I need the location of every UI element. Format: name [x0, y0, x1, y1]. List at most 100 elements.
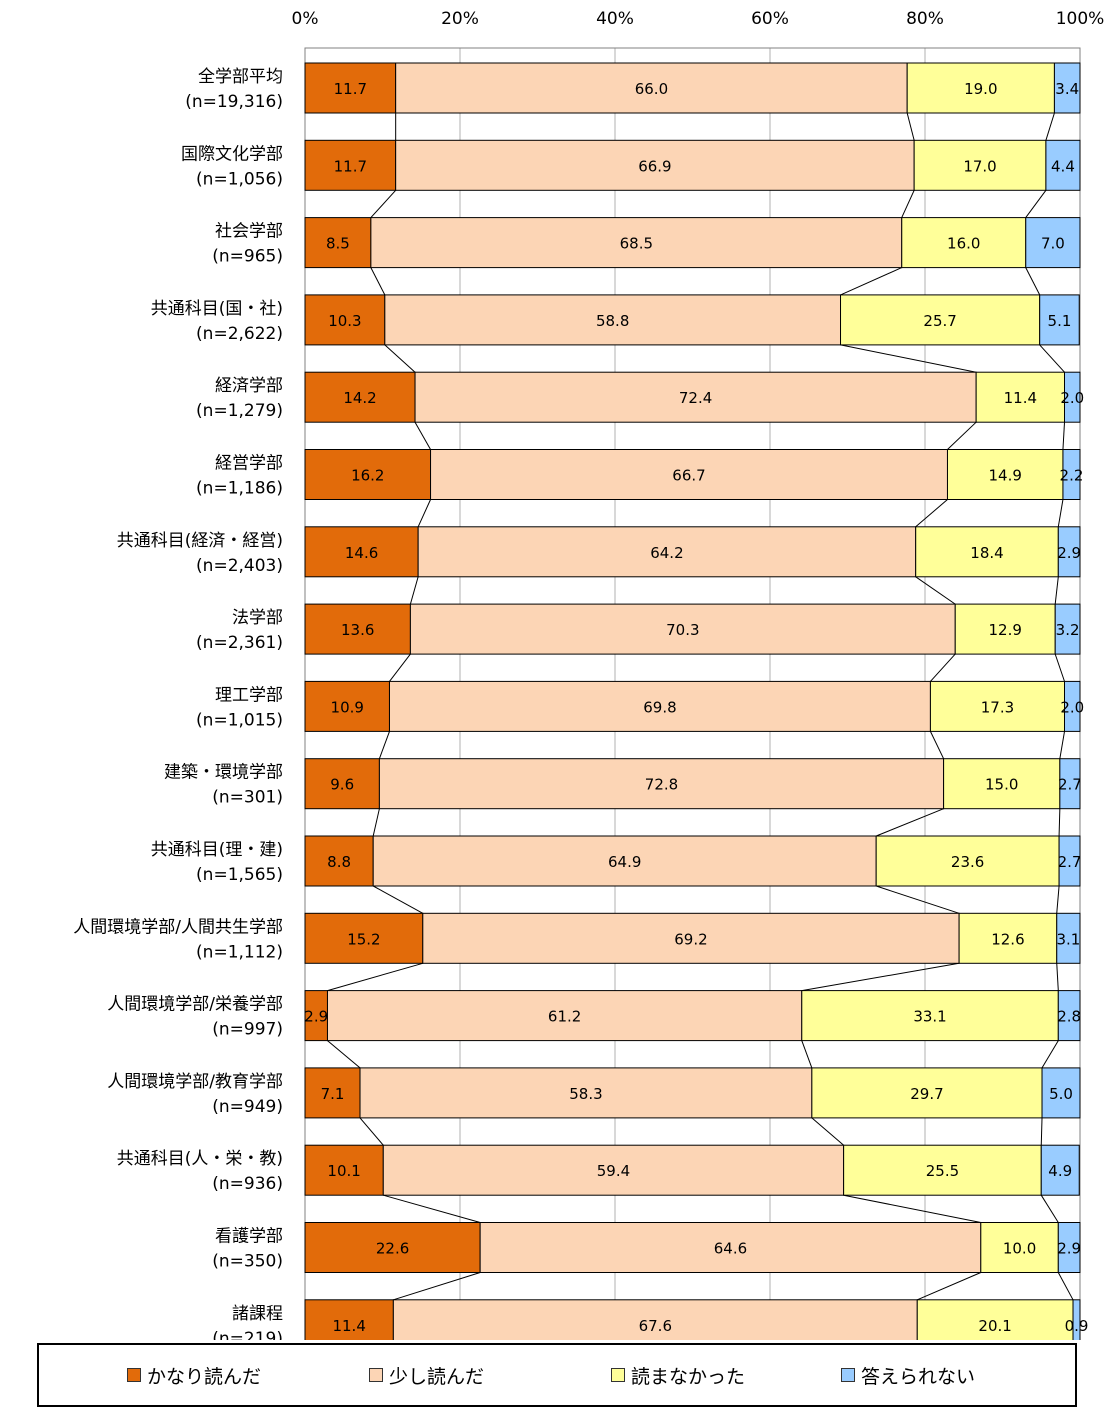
data-label: 10.3	[328, 312, 361, 330]
data-label: 15.2	[347, 930, 380, 948]
x-tick-label: 0%	[292, 9, 319, 29]
bar-segment	[916, 1299, 1074, 1340]
series-connector-line	[1056, 963, 1059, 991]
series-connector-line	[1040, 1117, 1043, 1146]
bar-segment	[414, 371, 977, 423]
series-connector-line	[930, 653, 956, 682]
data-label: 66.9	[638, 157, 671, 175]
data-label: 67.6	[639, 1317, 672, 1335]
data-label: 4.4	[1051, 157, 1075, 175]
x-tick-label: 80%	[906, 9, 944, 29]
series-connector-line	[801, 1040, 813, 1069]
category-label: 建築・環境学部	[164, 763, 283, 783]
bar-segment	[378, 758, 945, 810]
data-label: 66.0	[635, 80, 668, 98]
data-label: 72.4	[679, 389, 712, 407]
data-label: 7.1	[321, 1085, 345, 1103]
series-connector-line	[929, 731, 945, 759]
series-connector-line	[327, 962, 423, 992]
category-n-label: (n=2,403)	[196, 556, 283, 576]
series-connector-line	[1057, 499, 1064, 527]
series-connector-line	[1039, 344, 1065, 373]
category-n-label: (n=949)	[212, 1097, 283, 1117]
category-n-label: (n=19,316)	[185, 92, 283, 112]
data-label: 14.6	[345, 544, 378, 562]
category-n-label: (n=1,015)	[196, 710, 283, 730]
bar-segment	[1057, 526, 1081, 578]
data-label: 11.7	[334, 80, 367, 98]
data-label: 68.5	[620, 235, 653, 253]
bar-segment	[801, 990, 1059, 1042]
bar-segment	[875, 835, 1060, 887]
series-connector-line	[1045, 112, 1055, 141]
bar-segment	[370, 217, 903, 269]
series-connector-line	[843, 1194, 981, 1223]
data-label: 10.1	[327, 1162, 360, 1180]
category-label: 社会学部	[215, 222, 283, 242]
category-label: 経営学部	[215, 454, 283, 474]
series-connector-line	[1025, 190, 1047, 218]
data-label: 59.4	[597, 1162, 630, 1180]
category-label: 国際文化学部	[181, 144, 283, 164]
data-label: 2.2	[1060, 467, 1084, 485]
series-connector-line	[1057, 1272, 1074, 1301]
bar-segment	[1053, 62, 1081, 114]
data-label: 72.8	[645, 776, 678, 794]
bar-segment	[409, 603, 956, 655]
bar-segment	[304, 294, 386, 346]
bar-segment	[975, 371, 1066, 423]
data-label: 64.9	[608, 853, 641, 871]
bar-segment	[1040, 1144, 1080, 1196]
bar-segment	[943, 758, 1061, 810]
series-connector-line	[1058, 808, 1061, 837]
bar-segment	[304, 1299, 394, 1340]
data-label: 11.7	[334, 157, 367, 175]
data-label: 33.1	[913, 1008, 946, 1026]
data-label: 29.7	[910, 1085, 943, 1103]
data-label: 2.0	[1060, 389, 1084, 407]
data-label: 15.0	[985, 776, 1018, 794]
category-label: 諸課程	[232, 1304, 283, 1324]
legend: かなり読んだ 少し読んだ 読まなかった 答えられない	[37, 1343, 1077, 1407]
data-label: 2.7	[1058, 776, 1082, 794]
data-label: 17.0	[963, 157, 996, 175]
series-connector-line	[359, 1117, 384, 1146]
legend-label: 読まなかった	[631, 1365, 746, 1388]
series-connector-line	[327, 1040, 361, 1069]
bar-segment	[840, 294, 1041, 346]
bar-segment	[422, 912, 960, 964]
data-label: 12.9	[989, 621, 1022, 639]
series-connector-line	[414, 421, 431, 450]
category-n-label: (n=997)	[212, 1020, 283, 1040]
bar-segment	[946, 449, 1064, 500]
series-connector-line	[370, 267, 386, 296]
legend-item: かなり読んだ	[127, 1345, 261, 1405]
data-label: 8.8	[327, 853, 351, 871]
data-label: 66.7	[672, 467, 705, 485]
x-tick-label: 60%	[751, 9, 789, 29]
data-label: 22.6	[376, 1240, 409, 1258]
data-label: 61.2	[548, 1008, 581, 1026]
data-label: 13.6	[341, 621, 374, 639]
category-label: 看護学部	[215, 1227, 283, 1247]
bar-segment	[1064, 371, 1081, 423]
legend-item: 読まなかった	[611, 1345, 745, 1405]
bar-segment	[304, 371, 416, 423]
bar-segment	[811, 1067, 1043, 1119]
bar-segment	[479, 1222, 982, 1273]
data-label: 9.6	[330, 776, 354, 794]
series-connector-line	[1040, 1194, 1059, 1223]
bar-segment	[304, 62, 397, 114]
series-connector-line	[1056, 885, 1060, 914]
data-label: 14.9	[989, 467, 1022, 485]
series-connector-line	[840, 344, 977, 373]
category-n-label: (n=2,622)	[196, 324, 283, 344]
series-connector-line	[389, 653, 411, 682]
data-label: 11.4	[1004, 389, 1037, 407]
category-n-label: (n=350)	[212, 1252, 283, 1272]
data-label: 5.0	[1049, 1085, 1073, 1103]
category-n-label: (n=1,279)	[196, 401, 283, 421]
data-label: 8.5	[326, 235, 350, 253]
data-label: 20.1	[978, 1317, 1011, 1335]
category-label: 共通科目(理・建)	[151, 840, 283, 860]
